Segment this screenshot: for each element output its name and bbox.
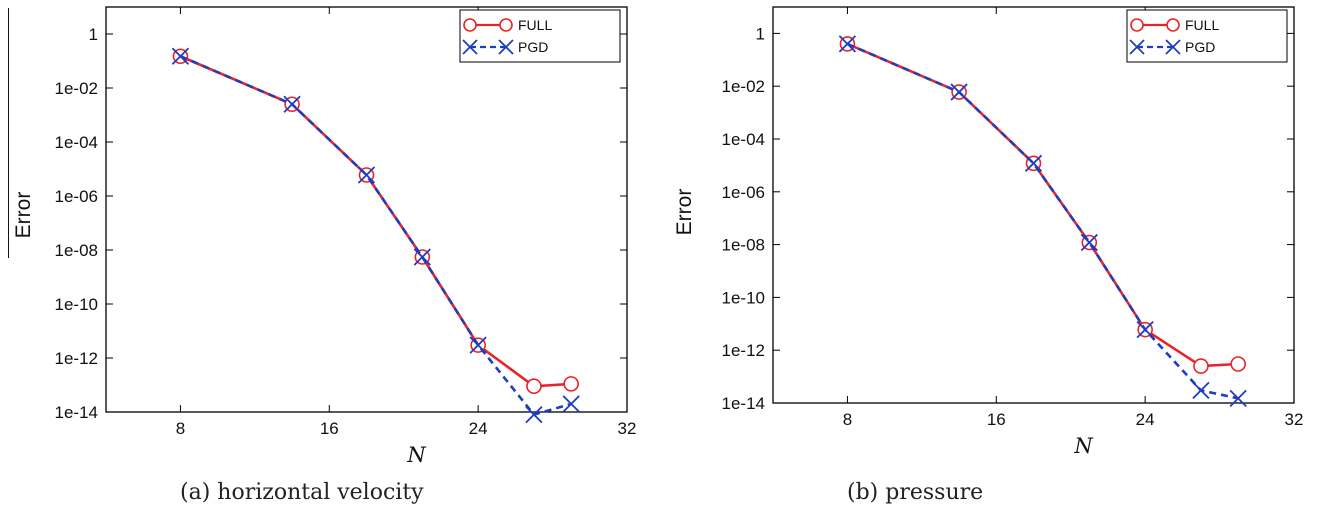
- legend: FULL PGD: [1126, 9, 1288, 63]
- legend-label-full: FULL: [518, 17, 552, 33]
- data-point-pgd: [469, 336, 487, 354]
- legend-label-full: FULL: [1185, 17, 1219, 33]
- y-tick-label: 1e-04: [722, 130, 765, 149]
- x-tick-label: 16: [987, 410, 1006, 429]
- y-tick-label: 1e-14: [722, 394, 765, 413]
- legend-marker-full: [1130, 18, 1144, 32]
- y-tick-label: 1: [89, 25, 98, 44]
- data-point-full: [1230, 356, 1246, 372]
- legend-marker-full: [499, 18, 513, 32]
- data-point-pgd: [950, 83, 968, 101]
- y-tick-label: 1e-08: [722, 236, 765, 255]
- y-axis-label: Error: [673, 189, 696, 236]
- y-tick-label: 1e-12: [55, 349, 98, 368]
- data-point-pgd: [525, 405, 543, 424]
- series-line-pgd: [179, 55, 572, 417]
- legend-marker-pgd: [1165, 39, 1181, 55]
- y-tick-label: 1e-10: [55, 295, 98, 314]
- data-point-full: [1193, 358, 1209, 374]
- data-point-pgd: [413, 248, 431, 266]
- series-line-full: [179, 55, 572, 388]
- data-point-full: [563, 376, 579, 392]
- y-tick-label: 1e-06: [722, 183, 765, 202]
- legend-marker-full: [1166, 18, 1180, 32]
- legend-label-pgd: PGD: [1185, 39, 1215, 55]
- y-axis-label: Error: [12, 192, 35, 239]
- data-point-pgd: [562, 395, 580, 413]
- data-point-pgd: [1192, 381, 1210, 400]
- x-tick-label: 8: [843, 410, 852, 429]
- chart-b: 1 1e-02 1e-04 1e-06 1e-08 1e-10 1e-12 1e-14 8 16 2…: [673, 6, 1304, 458]
- y-tick-label: 1e-14: [55, 403, 98, 422]
- ylabel-rule: [8, 8, 9, 258]
- data-point-full: [526, 378, 542, 395]
- x-tick-label: 32: [618, 419, 637, 438]
- x-tick-label: 24: [1136, 410, 1155, 429]
- y-tick-label: 1e-12: [722, 341, 765, 360]
- chart-a: 1 1e-02 1e-04 1e-06 1e-08 1e-10 1e-12 1e-14 8 16 2…: [12, 6, 637, 467]
- x-axis-label: N: [1073, 434, 1093, 458]
- caption-b: (b) pressure: [847, 480, 984, 505]
- legend-marker-pgd: [462, 39, 478, 55]
- plot-frame: [772, 6, 1295, 404]
- data-point-pgd: [1024, 154, 1043, 172]
- x-tick-label: 32: [1285, 410, 1304, 429]
- data-point-pgd: [1136, 321, 1154, 339]
- data-point-pgd: [1080, 233, 1098, 252]
- x-axis-label: N: [406, 443, 426, 467]
- legend-marker-full: [463, 18, 477, 32]
- y-tick-label: 1e-08: [55, 241, 98, 260]
- series-line-full: [846, 42, 1239, 368]
- data-point-pgd: [1229, 389, 1247, 407]
- x-tick-label: 24: [469, 419, 488, 438]
- x-tick-label: 16: [320, 419, 339, 438]
- legend: FULL PGD: [459, 9, 621, 63]
- y-tick-label: 1e-06: [55, 187, 98, 206]
- y-tick-label: 1e-02: [55, 79, 98, 98]
- y-tick-label: 1e-02: [722, 77, 765, 96]
- data-point-pgd: [283, 95, 301, 113]
- data-point-pgd: [838, 35, 857, 53]
- legend-box: [459, 9, 621, 63]
- plot-frame: [105, 6, 628, 413]
- y-tick-label: 1e-04: [55, 133, 98, 152]
- figure-a: 1 1e-02 1e-04 1e-06 1e-08 1e-10 1e-12 1e-14 8 16 2…: [8, 6, 637, 505]
- legend-box: [1126, 9, 1288, 63]
- x-tick-label: 8: [176, 419, 185, 438]
- legend-marker-pgd: [1129, 39, 1145, 55]
- figure-b: 1 1e-02 1e-04 1e-06 1e-08 1e-10 1e-12 1e-14 8 16 2…: [667, 0, 1334, 519]
- caption-a: (a) horizontal velocity: [180, 480, 424, 505]
- y-tick-label: 1e-10: [722, 288, 765, 307]
- series-line-pgd: [846, 42, 1239, 400]
- data-point-pgd: [171, 47, 190, 65]
- data-point-pgd: [357, 166, 376, 184]
- y-tick-label: 1: [756, 24, 765, 43]
- legend-marker-pgd: [498, 39, 514, 55]
- legend-label-pgd: PGD: [518, 39, 548, 55]
